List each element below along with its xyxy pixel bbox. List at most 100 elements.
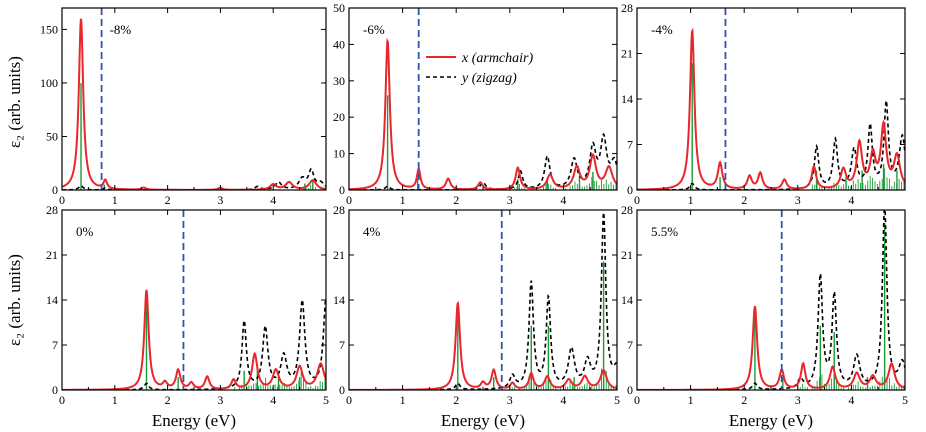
x-tick-label: 1 bbox=[400, 193, 406, 207]
y-tick-label: 21 bbox=[621, 47, 633, 61]
series-x-armchair bbox=[62, 289, 326, 390]
y-tick-label: 21 bbox=[621, 248, 633, 262]
x-tick-label: 0 bbox=[59, 193, 65, 207]
strain-label: -8% bbox=[110, 22, 132, 37]
legend-text-x: x (armchair) bbox=[461, 51, 533, 66]
x-tick-label: 4 bbox=[560, 393, 566, 407]
y-tick-label: 0 bbox=[52, 383, 58, 397]
x-tick-label: 1 bbox=[688, 193, 694, 207]
series-y-zigzag bbox=[62, 296, 326, 390]
y-tick-label: 0 bbox=[339, 383, 345, 397]
panel-frame bbox=[348, 209, 618, 391]
x-tick-label: 3 bbox=[217, 193, 223, 207]
series-x-armchair bbox=[637, 305, 905, 390]
x-tick-label: 1 bbox=[400, 393, 406, 407]
y-tick-label: 50 bbox=[333, 1, 345, 15]
x-tick-label: 2 bbox=[741, 393, 747, 407]
series-x-armchair bbox=[637, 27, 905, 190]
y-tick-label: 7 bbox=[627, 338, 633, 352]
y-tick-label: 20 bbox=[333, 110, 345, 124]
x-tick-label: 5 bbox=[614, 393, 620, 407]
xlabel-1: Energy (eV) bbox=[152, 411, 236, 430]
strain-label: 0% bbox=[76, 224, 94, 239]
legend: x (armchair) y (zigzag) bbox=[426, 51, 533, 86]
ylabel-top: ε₂ (arb. units) bbox=[5, 56, 24, 148]
x-tick-label: 4 bbox=[848, 193, 854, 207]
y-tick-label: 100 bbox=[40, 76, 58, 90]
x-tick-label: 0 bbox=[346, 393, 352, 407]
x-tick-label: 1 bbox=[112, 393, 118, 407]
legend-text-y: y (zigzag) bbox=[460, 71, 517, 86]
strain-label: -6% bbox=[363, 22, 385, 37]
xlabel-2: Energy (eV) bbox=[441, 411, 525, 430]
series-y-zigzag bbox=[349, 132, 617, 190]
y-tick-label: 40 bbox=[333, 37, 345, 51]
y-tick-label: 21 bbox=[333, 248, 345, 262]
x-tick-label: 2 bbox=[453, 193, 459, 207]
x-tick-label: 4 bbox=[270, 393, 276, 407]
y-tick-label: 28 bbox=[333, 203, 345, 217]
x-tick-label: 2 bbox=[165, 193, 171, 207]
x-tick-label: 3 bbox=[217, 393, 223, 407]
panel-frame bbox=[61, 209, 327, 391]
x-tick-label: 4 bbox=[560, 193, 566, 207]
series-y-zigzag bbox=[349, 212, 617, 390]
x-tick-label: 1 bbox=[688, 393, 694, 407]
xlabel-3: Energy (eV) bbox=[729, 411, 813, 430]
y-tick-label: 21 bbox=[46, 248, 58, 262]
y-tick-label: 7 bbox=[52, 338, 58, 352]
plot-area-4 bbox=[349, 210, 617, 390]
y-tick-label: 0 bbox=[627, 383, 633, 397]
x-tick-label: 2 bbox=[165, 393, 171, 407]
panel-5: 0 1 2 3 4 5 0 7 14 21 28 5.5% bbox=[621, 203, 908, 407]
y-tick-label: 0 bbox=[339, 183, 345, 197]
x-tick-label: 1 bbox=[112, 193, 118, 207]
y-tick-label: 7 bbox=[339, 338, 345, 352]
x-tick-label: 3 bbox=[507, 193, 513, 207]
y-tick-label: 14 bbox=[46, 293, 58, 307]
panel-3: 0 1 2 3 4 5 0 7 14 21 28 0% bbox=[46, 203, 329, 407]
y-tick-label: 0 bbox=[52, 183, 58, 197]
plot-area-0 bbox=[62, 8, 326, 190]
panel-4: 0 1 2 3 4 5 0 7 14 21 28 4% bbox=[333, 203, 620, 407]
x-tick-label: 3 bbox=[795, 193, 801, 207]
x-tick-label: 4 bbox=[270, 193, 276, 207]
plot-area-1 bbox=[349, 8, 617, 190]
x-tick-label: 0 bbox=[59, 393, 65, 407]
y-tick-label: 30 bbox=[333, 74, 345, 88]
x-tick-label: 3 bbox=[795, 393, 801, 407]
y-tick-label: 14 bbox=[333, 293, 345, 307]
plot-area-3 bbox=[62, 210, 326, 390]
y-tick-label: 14 bbox=[621, 92, 633, 106]
y-tick-label: 28 bbox=[46, 203, 58, 217]
x-tick-label: 0 bbox=[634, 193, 640, 207]
strain-label: 5.5% bbox=[651, 224, 678, 239]
x-tick-label: 0 bbox=[634, 393, 640, 407]
series-y-zigzag bbox=[637, 100, 905, 190]
y-tick-label: 28 bbox=[621, 1, 633, 15]
y-tick-label: 14 bbox=[621, 293, 633, 307]
x-tick-label: 3 bbox=[507, 393, 513, 407]
y-tick-label: 150 bbox=[40, 22, 58, 36]
plot-area-2 bbox=[637, 8, 905, 190]
series-x-armchair bbox=[349, 37, 617, 190]
panel-2: 0 1 2 3 4 0 7 14 21 28 -4% bbox=[621, 1, 906, 207]
x-tick-label: 2 bbox=[741, 193, 747, 207]
panel-frame bbox=[636, 7, 906, 191]
strain-label: 4% bbox=[363, 224, 381, 239]
x-tick-label: 5 bbox=[323, 393, 329, 407]
x-tick-label: 2 bbox=[453, 393, 459, 407]
x-tick-label: 4 bbox=[848, 393, 854, 407]
y-tick-label: 28 bbox=[621, 203, 633, 217]
ylabel-bottom: ε₂ (arb. units) bbox=[5, 254, 24, 346]
series-x-armchair bbox=[349, 301, 617, 390]
y-tick-label: 7 bbox=[627, 138, 633, 152]
y-tick-label: 10 bbox=[333, 147, 345, 161]
x-tick-label: 0 bbox=[346, 193, 352, 207]
y-tick-label: 50 bbox=[46, 129, 58, 143]
panel-0: 0 1 2 3 4 0 50 100 150 -8% bbox=[40, 7, 327, 207]
y-tick-label: 0 bbox=[627, 183, 633, 197]
strain-label: -4% bbox=[651, 22, 673, 37]
